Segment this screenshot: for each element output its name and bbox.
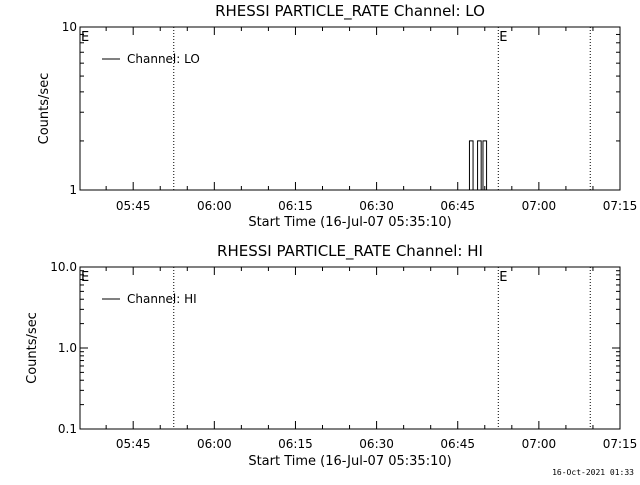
chart-1-x-tick-label: 05:45	[116, 199, 151, 213]
chart-2-y-tick-label: 0.1	[58, 422, 77, 436]
chart-2-event-marker-label: E	[499, 270, 507, 285]
chart-1-x-tick-label: 07:15	[603, 199, 638, 213]
chart-1-x-tick-label: 07:00	[522, 199, 557, 213]
chart-2-x-tick-label: 06:15	[278, 437, 313, 451]
chart-1-y-axis-label: Counts/sec	[37, 73, 52, 145]
chart-2-legend-entry: Channel: HI	[127, 292, 197, 306]
chart-1-x-tick-label: 06:00	[197, 199, 232, 213]
chart-2-title: RHESSI PARTICLE_RATE Channel: HI	[217, 242, 483, 261]
chart-2-x-tick-label: 06:45	[440, 437, 475, 451]
chart-1-event-marker-label: E	[81, 30, 89, 45]
chart-1-y-tick-label: 1	[69, 183, 77, 197]
chart-1-event-marker-label: E	[499, 30, 507, 45]
chart-1-x-tick-label: 06:45	[440, 199, 475, 213]
chart-2-x-axis-label: Start Time (16-Jul-07 05:35:10)	[248, 454, 451, 469]
chart-1-series-0-spike	[477, 140, 482, 190]
chart-1-x-tick-label: 06:15	[278, 199, 313, 213]
chart-2-y-tick-label: 10.0	[50, 260, 77, 274]
chart-1-x-tick-label: 06:30	[359, 199, 394, 213]
chart-1-legend-entry: Channel: LO	[127, 52, 200, 66]
chart-2-x-tick-label: 06:00	[197, 437, 232, 451]
chart-2-y-axis-label: Counts/sec	[25, 312, 40, 384]
chart-1-series-0-spike	[482, 140, 488, 190]
chart-2-x-tick-label: 07:15	[603, 437, 638, 451]
chart-1-series-0-spike	[468, 140, 474, 190]
footer-timestamp: 16-Oct-2021 01:33	[552, 468, 634, 477]
chart-1-x-axis-label: Start Time (16-Jul-07 05:35:10)	[248, 215, 451, 230]
chart-1-title: RHESSI PARTICLE_RATE Channel: LO	[215, 2, 485, 21]
chart-2-x-tick-label: 05:45	[116, 437, 151, 451]
chart-1-y-tick-label: 10	[62, 20, 77, 34]
chart-2-x-tick-label: 06:30	[359, 437, 394, 451]
chart-2-event-marker-label: E	[81, 270, 89, 285]
chart-2-y-tick-label: 1.0	[58, 341, 77, 355]
chart-2-x-tick-label: 07:00	[522, 437, 557, 451]
